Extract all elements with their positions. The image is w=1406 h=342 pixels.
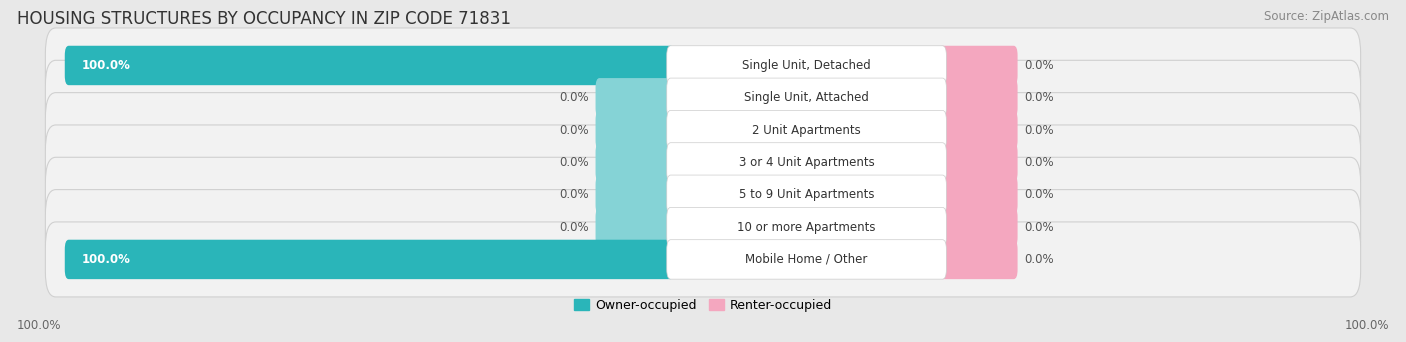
Text: 100.0%: 100.0% xyxy=(1344,319,1389,332)
Text: 100.0%: 100.0% xyxy=(82,59,131,72)
FancyBboxPatch shape xyxy=(45,60,1361,135)
Text: 100.0%: 100.0% xyxy=(17,319,62,332)
FancyBboxPatch shape xyxy=(45,222,1361,297)
Text: 0.0%: 0.0% xyxy=(1024,59,1053,72)
FancyBboxPatch shape xyxy=(939,110,1018,150)
FancyBboxPatch shape xyxy=(939,78,1018,118)
FancyBboxPatch shape xyxy=(666,207,946,247)
Text: 0.0%: 0.0% xyxy=(560,188,589,201)
Text: 0.0%: 0.0% xyxy=(1024,156,1053,169)
Text: 100.0%: 100.0% xyxy=(82,253,131,266)
FancyBboxPatch shape xyxy=(45,125,1361,200)
FancyBboxPatch shape xyxy=(939,143,1018,182)
FancyBboxPatch shape xyxy=(666,78,946,118)
FancyBboxPatch shape xyxy=(939,240,1018,279)
FancyBboxPatch shape xyxy=(666,46,946,85)
Text: 0.0%: 0.0% xyxy=(1024,188,1053,201)
Text: 2 Unit Apartments: 2 Unit Apartments xyxy=(752,123,860,136)
FancyBboxPatch shape xyxy=(45,189,1361,265)
Text: 0.0%: 0.0% xyxy=(1024,253,1053,266)
FancyBboxPatch shape xyxy=(596,78,675,118)
Text: 0.0%: 0.0% xyxy=(560,123,589,136)
FancyBboxPatch shape xyxy=(596,175,675,214)
Text: 0.0%: 0.0% xyxy=(1024,123,1053,136)
FancyBboxPatch shape xyxy=(45,28,1361,103)
Text: 0.0%: 0.0% xyxy=(560,221,589,234)
Text: 0.0%: 0.0% xyxy=(560,91,589,104)
FancyBboxPatch shape xyxy=(666,240,946,279)
FancyBboxPatch shape xyxy=(65,240,675,279)
FancyBboxPatch shape xyxy=(666,143,946,182)
Text: Single Unit, Attached: Single Unit, Attached xyxy=(744,91,869,104)
FancyBboxPatch shape xyxy=(596,110,675,150)
Text: 10 or more Apartments: 10 or more Apartments xyxy=(737,221,876,234)
FancyBboxPatch shape xyxy=(939,46,1018,85)
Text: 0.0%: 0.0% xyxy=(560,156,589,169)
Text: 0.0%: 0.0% xyxy=(1024,91,1053,104)
Legend: Owner-occupied, Renter-occupied: Owner-occupied, Renter-occupied xyxy=(568,294,838,317)
Text: 5 to 9 Unit Apartments: 5 to 9 Unit Apartments xyxy=(738,188,875,201)
FancyBboxPatch shape xyxy=(939,175,1018,214)
Text: 0.0%: 0.0% xyxy=(1024,221,1053,234)
FancyBboxPatch shape xyxy=(666,175,946,214)
Text: 3 or 4 Unit Apartments: 3 or 4 Unit Apartments xyxy=(738,156,875,169)
FancyBboxPatch shape xyxy=(596,207,675,247)
Text: Source: ZipAtlas.com: Source: ZipAtlas.com xyxy=(1264,10,1389,23)
Text: HOUSING STRUCTURES BY OCCUPANCY IN ZIP CODE 71831: HOUSING STRUCTURES BY OCCUPANCY IN ZIP C… xyxy=(17,10,510,28)
Text: Single Unit, Detached: Single Unit, Detached xyxy=(742,59,870,72)
FancyBboxPatch shape xyxy=(45,93,1361,168)
FancyBboxPatch shape xyxy=(65,46,675,85)
FancyBboxPatch shape xyxy=(939,207,1018,247)
FancyBboxPatch shape xyxy=(596,143,675,182)
FancyBboxPatch shape xyxy=(45,157,1361,232)
Text: Mobile Home / Other: Mobile Home / Other xyxy=(745,253,868,266)
FancyBboxPatch shape xyxy=(666,110,946,150)
